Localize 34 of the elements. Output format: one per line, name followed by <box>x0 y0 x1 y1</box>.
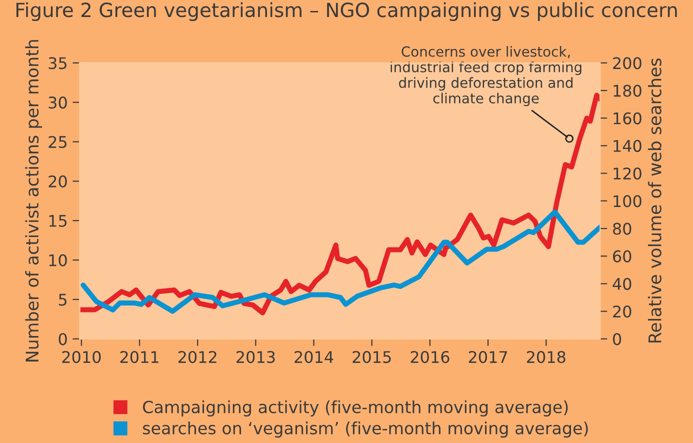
y-tick-label: 20 <box>48 175 67 188</box>
legend-label: searches on ‘veganism’ (five-month moving average) <box>142 422 588 438</box>
y2-tick-label: 0 <box>612 333 622 346</box>
y2-tick-label: 140 <box>614 140 642 152</box>
x-tick-label: 2016 <box>410 350 450 364</box>
x-tick-label: 2014 <box>294 350 334 364</box>
y2-tick-label: 100 <box>614 195 642 208</box>
chart-title: Figure 2 Green vegetarianism – NGO campaigning vs public concern <box>16 2 677 22</box>
y-tick-label: 25 <box>48 136 66 148</box>
annotation: Concerns over livestock, industrial feed crop farming driving deforestation and climate change <box>390 46 582 106</box>
y-axis-title: Number of activist actions per month <box>25 40 42 362</box>
y2-tick-label: 180 <box>614 84 642 97</box>
legend-label: Campaigning activity (five-month moving average) <box>143 400 568 417</box>
y-tick-label: 10 <box>49 254 67 266</box>
x-tick-label: 2015 <box>352 350 391 364</box>
y2-tick-label: 60 <box>613 250 632 262</box>
y-tick-label: 0 <box>58 333 67 346</box>
y2-tick-label: 40 <box>612 278 632 290</box>
y2-tick-label: 200 <box>613 57 642 70</box>
y-tick-label: 35 <box>48 57 66 70</box>
x-tick-label: 2012 <box>178 350 216 364</box>
y2-axis-title: Relative volume of web searches <box>648 58 662 342</box>
x-tick-label: 2013 <box>236 350 275 364</box>
y-tick-label: 5 <box>58 294 66 306</box>
y-tick-label: 15 <box>49 215 66 227</box>
y2-tick-label: 20 <box>613 306 632 318</box>
y-tick-label: 30 <box>48 96 67 109</box>
y2-tick-label: 120 <box>614 168 642 180</box>
x-tick-label: 2017 <box>468 350 507 364</box>
x-tick-label: 2010 <box>62 350 101 364</box>
y2-tick-label: 160 <box>614 112 642 124</box>
y2-tick-label: 80 <box>613 222 632 235</box>
x-tick-label: 2018 <box>526 350 566 364</box>
x-tick-label: 2011 <box>120 350 158 364</box>
